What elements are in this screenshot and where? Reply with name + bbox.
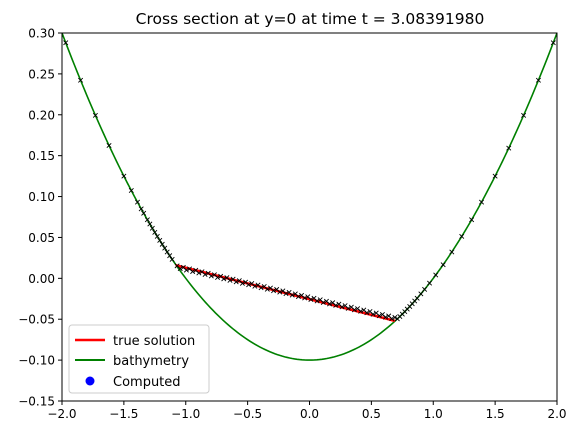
computed-point: [144, 217, 150, 223]
x-tick-label: −1.5: [109, 407, 138, 421]
computed-point: [271, 288, 277, 294]
x-tick-label: 0.5: [362, 407, 381, 421]
computed-point: [333, 302, 339, 308]
chart-title: Cross section at y=0 at time t = 3.08391…: [136, 10, 485, 28]
x-tick-label: 1.5: [486, 407, 505, 421]
computed-point: [521, 112, 527, 118]
computed-point: [351, 307, 357, 313]
computed-point: [106, 142, 112, 149]
computed-point: [227, 277, 233, 283]
computed-point: [169, 256, 175, 262]
computed-point: [164, 249, 170, 255]
x-tick-label: −0.5: [233, 407, 262, 421]
computed-point: [345, 305, 351, 311]
computed-point: [422, 286, 428, 292]
y-tick-label: −0.05: [18, 313, 55, 327]
computed-point: [196, 270, 202, 276]
x-tick-label: 1.0: [424, 407, 443, 421]
computed-point: [177, 266, 183, 272]
computed-point: [314, 298, 320, 304]
computed-point: [167, 253, 173, 259]
computed-point: [252, 283, 258, 289]
computed-point: [308, 296, 314, 303]
y-tick-label: −0.15: [18, 395, 55, 409]
computed-point: [202, 271, 208, 278]
computed-point: [469, 217, 475, 223]
computed-point: [121, 173, 127, 179]
computed-point: [63, 40, 69, 46]
y-tick-label: 0.10: [28, 190, 55, 204]
computed-point: [478, 199, 485, 205]
computed-point: [264, 286, 270, 292]
computed-point: [208, 273, 214, 279]
computed-point: [459, 233, 465, 239]
computed-point: [492, 173, 498, 179]
computed-point: [215, 274, 221, 280]
computed-point: [78, 77, 84, 83]
y-tick-label: 0.05: [28, 231, 55, 245]
computed-point: [392, 314, 398, 320]
computed-point: [418, 291, 424, 297]
y-tick-label: 0.25: [28, 67, 55, 81]
computed-point: [550, 40, 556, 46]
computed-point: [370, 311, 376, 317]
computed-point: [320, 299, 326, 305]
computed-point: [302, 295, 308, 301]
y-tick-label: 0.30: [28, 27, 55, 41]
legend-label-bathymetry: bathymetry: [113, 354, 189, 369]
legend-label-true-solution: true solution: [113, 334, 195, 349]
computed-point: [239, 280, 245, 286]
computed-point: [157, 237, 163, 243]
computed-point: [339, 304, 345, 310]
legend-label-computed: Computed: [113, 375, 181, 390]
legend: true solution bathymetry Computed: [68, 324, 210, 394]
computed-point: [358, 308, 364, 314]
legend-box: [68, 324, 210, 394]
computed-point: [258, 285, 264, 291]
computed-point: [159, 241, 165, 247]
computed-point: [152, 229, 158, 235]
computed-point: [138, 206, 144, 212]
computed-point: [414, 295, 420, 301]
computed-point: [449, 249, 455, 255]
computed-point: [506, 145, 512, 151]
computed-point: [149, 225, 155, 231]
computed-point: [154, 233, 160, 239]
computed-point: [162, 245, 168, 251]
computed-point: [147, 221, 153, 227]
computed-point: [190, 269, 196, 275]
computed-point: [433, 272, 439, 278]
computed-point: [364, 310, 370, 316]
legend-swatch-computed: [85, 376, 95, 386]
x-tick-label: 0.0: [300, 407, 319, 421]
x-tick-label: −1.0: [171, 407, 200, 421]
computed-point: [383, 314, 389, 320]
computed-point: [134, 199, 141, 205]
computed-point: [289, 292, 295, 298]
x-tick-label: −2.0: [47, 407, 76, 421]
computed-point: [295, 294, 301, 300]
computed-point: [535, 77, 541, 83]
y-tick-label: −0.10: [18, 354, 55, 368]
computed-point: [440, 262, 446, 268]
computed-point: [92, 112, 98, 118]
computed-point: [246, 282, 252, 288]
y-tick-label: 0.20: [28, 108, 55, 122]
computed-point: [277, 289, 283, 295]
y-tick-label: 0.00: [28, 272, 55, 286]
computed-point: [389, 316, 395, 322]
computed-point: [376, 313, 382, 319]
computed-point: [283, 291, 289, 297]
y-tick-label: 0.15: [28, 149, 55, 163]
computed-point: [233, 279, 239, 285]
computed-point: [327, 301, 333, 307]
computed-point: [427, 280, 433, 286]
computed-point: [141, 210, 147, 216]
computed-point: [128, 188, 134, 194]
x-tick-label: 2.0: [547, 407, 566, 421]
computed-point: [221, 276, 227, 282]
computed-point: [183, 267, 189, 273]
